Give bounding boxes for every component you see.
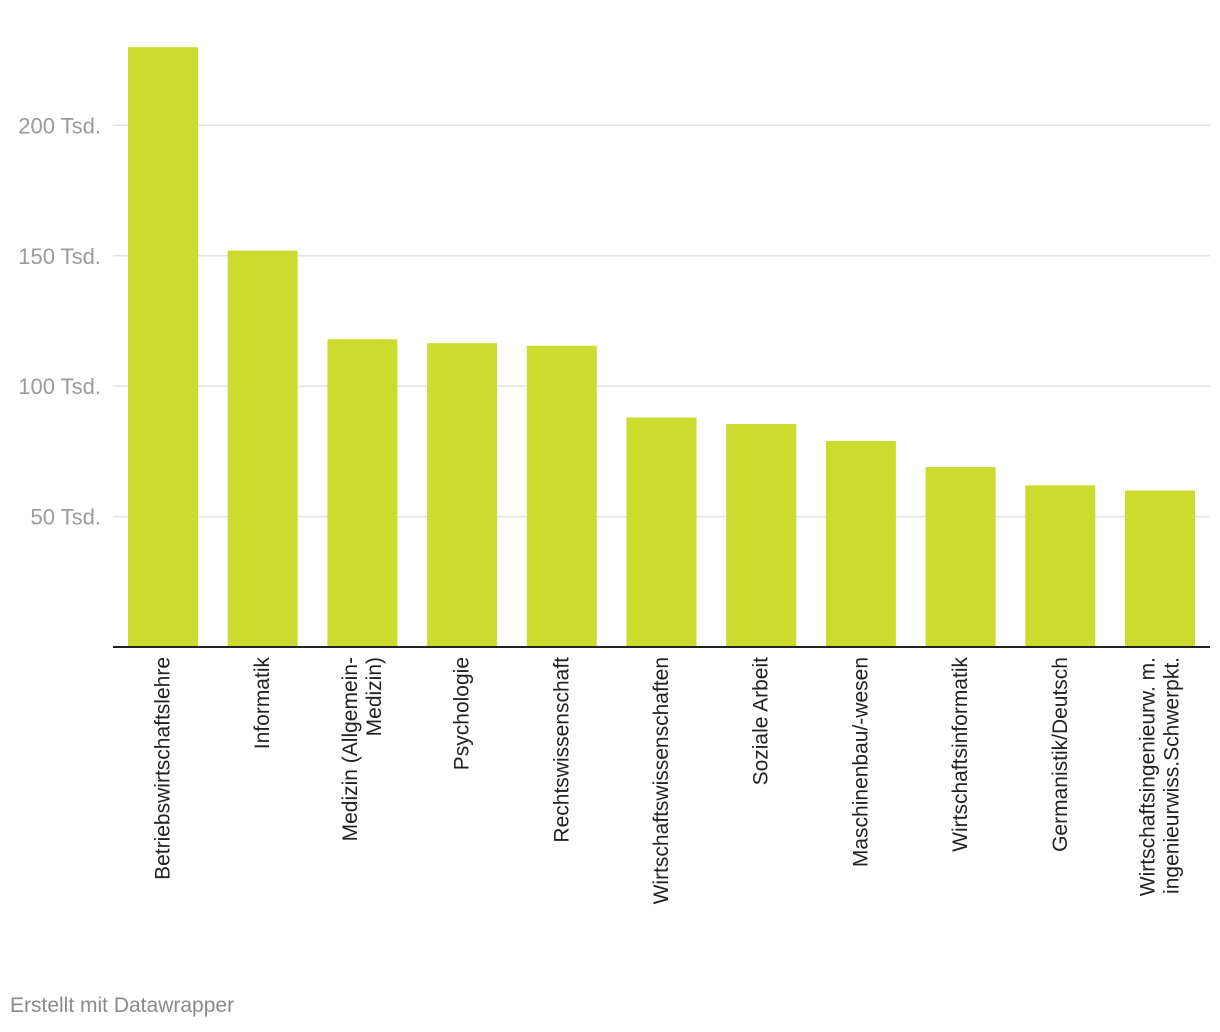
bar <box>925 467 996 647</box>
x-tick-label: Rechtswissenschaft <box>550 657 573 843</box>
x-axis-labels: Betriebswirtschaftslehre Informatik Medizi… <box>152 657 1184 905</box>
x-tick-label: Psychologie <box>451 657 474 770</box>
datawrapper-credit: Erstellt mit Datawrapper <box>10 994 235 1017</box>
x-tick-label: Medizin) <box>363 657 386 736</box>
x-tick-label: Informatik <box>251 657 274 750</box>
x-tick-label: Wirtschaftsingenieurw. m. <box>1137 657 1160 896</box>
bar <box>1125 490 1195 647</box>
y-tick-label: 200 Tsd. <box>18 113 101 138</box>
x-tick-label: ingenieurwiss.Schwerpkt. <box>1161 657 1184 894</box>
y-tick-label: 100 Tsd. <box>18 374 101 399</box>
bar <box>327 339 398 647</box>
y-tick-label: 150 Tsd. <box>18 244 101 269</box>
x-tick-label: Medizin (Allgemein- <box>339 657 362 841</box>
bar <box>626 417 697 647</box>
bar <box>526 345 597 647</box>
x-tick-label: Maschinenbau/-wesen <box>849 657 872 867</box>
x-tick-label: Betriebswirtschaftslehre <box>152 657 175 880</box>
y-tick-label: 50 Tsd. <box>30 505 101 530</box>
bar <box>1025 485 1096 647</box>
y-axis-ticks: 50 Tsd. 100 Tsd. 150 Tsd. 200 Tsd. <box>18 113 101 529</box>
x-tick-label: Soziale Arbeit <box>750 657 773 786</box>
bar <box>726 424 797 647</box>
x-tick-label: Wirtschaftswissenschaften <box>650 657 673 904</box>
bar <box>427 343 498 647</box>
x-tick-label: Germanistik/Deutsch <box>1049 657 1072 852</box>
bars <box>128 47 1195 648</box>
x-tick-label: Wirtschaftsinformatik <box>949 657 972 852</box>
bar <box>128 47 198 648</box>
bar <box>825 440 896 647</box>
bar <box>227 250 298 648</box>
